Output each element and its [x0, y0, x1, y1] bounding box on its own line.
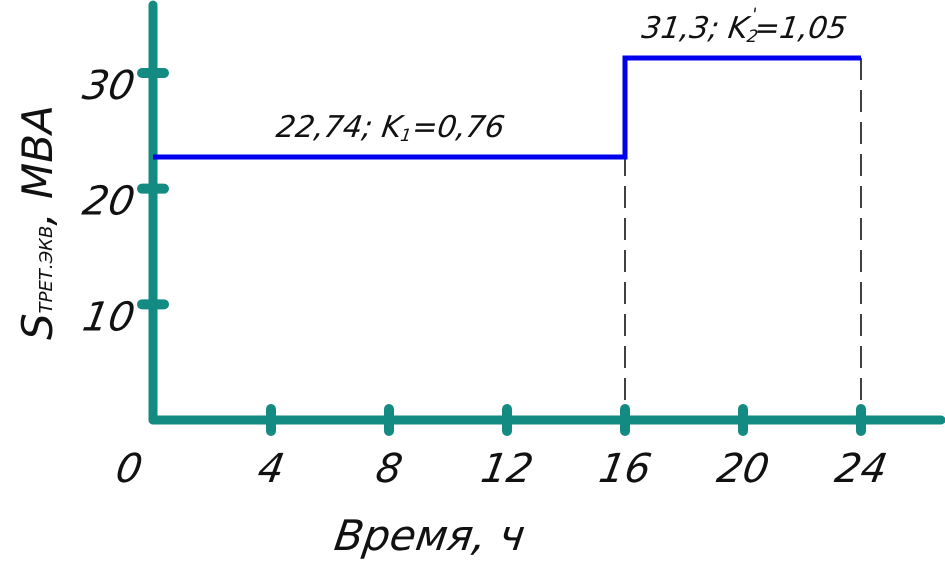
x-tick-label-4: 4 [254, 445, 288, 492]
x-tick-label-24: 24 [832, 445, 891, 492]
annotations: 22,74; K1=0,76 31,3; K2'=1,05 [274, 5, 850, 146]
x-tick-label-20: 20 [714, 445, 773, 492]
x-tick-label-8: 8 [372, 445, 406, 492]
y-axis-label-main: S [13, 313, 62, 340]
x-axis-label: Время, ч [331, 511, 528, 560]
y-tick-label-10: 10 [79, 294, 138, 341]
y-tick-label-30: 30 [79, 62, 138, 109]
x-tick-labels: 0 4 8 12 16 20 24 [112, 445, 890, 492]
y-axis-label: SТРЕТ.ЭКВ, МВА [13, 105, 62, 340]
x-tick-label-16: 16 [596, 445, 655, 492]
annotation-1: 31,3; K2'=1,05 [640, 5, 850, 47]
y-tick-labels: 10 20 30 [79, 62, 138, 340]
x-tick-label-0: 0 [112, 445, 146, 492]
axes [137, 0, 945, 436]
svg-text:SТРЕТ.ЭКВ, МВА: SТРЕТ.ЭКВ, МВА [13, 105, 62, 340]
series-layer [152, 55, 862, 160]
annotation-0: 22,74; K1=0,76 [274, 110, 507, 146]
y-tick-label-20: 20 [79, 178, 138, 225]
y-axis-label-sub: ТРЕТ.ЭКВ [36, 226, 57, 314]
x-tick-label-12: 12 [478, 445, 537, 492]
series-line-0 [153, 55, 861, 160]
guide-lines [624, 57, 862, 420]
y-axis-label-unit: , МВА [13, 105, 62, 225]
